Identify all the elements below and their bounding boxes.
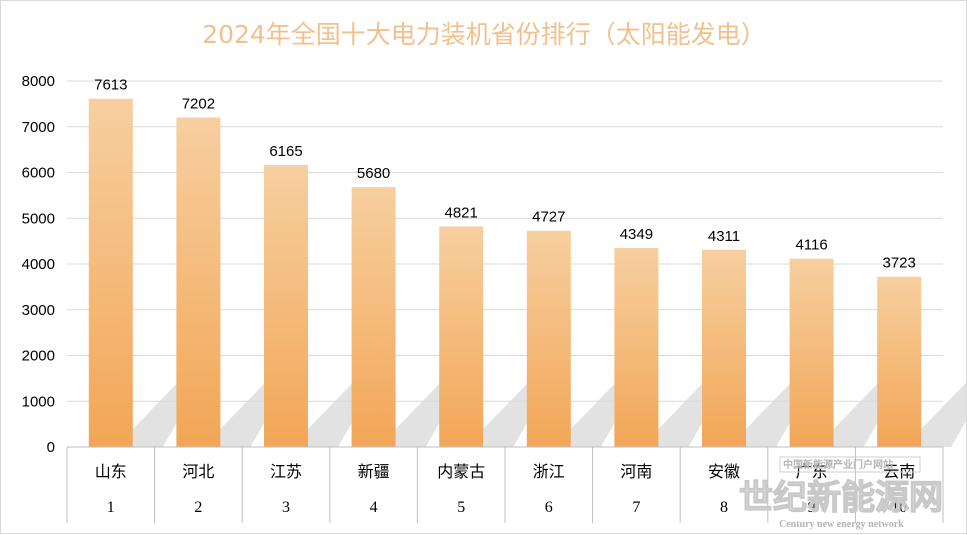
x-rank-label: 10 <box>891 499 907 516</box>
data-label: 5680 <box>357 165 390 182</box>
x-category-label: 江苏 <box>270 462 302 481</box>
data-label: 4349 <box>620 226 653 243</box>
bar <box>526 230 571 447</box>
x-category-label: 山东 <box>95 462 127 481</box>
bar <box>351 187 396 447</box>
y-tick-label: 8000 <box>22 73 55 90</box>
y-tick-label: 2000 <box>22 348 55 365</box>
y-axis: 0 1000 2000 3000 4000 5000 6000 7000 8000 <box>22 73 55 456</box>
chart-title: 2024年全国十大电力装机省份排行（太阳能发电） <box>202 20 766 49</box>
watermark-subtext: Century new energy network <box>779 519 904 530</box>
x-category-label: 安徽 <box>708 462 740 481</box>
x-rank-label: 2 <box>194 499 202 516</box>
bars <box>88 98 922 448</box>
bar <box>176 117 221 448</box>
y-tick-label: 7000 <box>22 119 55 136</box>
y-tick-label: 5000 <box>22 210 55 227</box>
x-rank-label: 8 <box>720 499 728 516</box>
x-category-label: 新疆 <box>358 462 390 481</box>
x-rank-label: 1 <box>107 499 115 516</box>
x-rank-label: 7 <box>632 499 640 516</box>
data-label: 7202 <box>182 96 215 113</box>
data-label: 3723 <box>883 255 916 272</box>
y-tick-label: 6000 <box>22 165 55 182</box>
watermark-title: 世纪新能源网 <box>739 478 943 518</box>
y-tick-label: 3000 <box>22 302 55 319</box>
x-rank-label: 4 <box>370 499 378 516</box>
x-category-label: 浙江 <box>533 462 565 481</box>
data-label: 4116 <box>795 237 827 254</box>
y-tick-label: 1000 <box>22 393 55 410</box>
x-category-label: 河南 <box>620 462 652 481</box>
data-label: 7613 <box>94 77 127 94</box>
data-label: 4311 <box>708 228 740 245</box>
watermark-badge-box <box>779 456 921 473</box>
x-rank-label: 3 <box>282 499 290 516</box>
bar-shadow <box>921 381 967 447</box>
x-category-label: 内蒙古 <box>437 462 485 481</box>
y-tick-label: 0 <box>47 439 55 456</box>
data-label: 4727 <box>532 209 565 226</box>
x-category-label: 河北 <box>182 462 214 481</box>
data-label: 4821 <box>445 204 478 221</box>
bar <box>88 98 133 447</box>
x-rank-label: 9 <box>808 499 816 516</box>
x-rank-label: 6 <box>545 499 553 516</box>
watermark: 中国新能源产业门户网站 世纪新能源网 Century new energy ne… <box>738 456 944 530</box>
x-rank-label: 5 <box>457 499 465 516</box>
bar <box>264 164 308 448</box>
data-labels: 7613 7202 6165 5680 4821 4727 4349 4311 4116 3723 <box>94 77 916 272</box>
bar <box>439 226 484 447</box>
y-tick-label: 4000 <box>22 256 55 273</box>
data-label: 6165 <box>269 143 302 160</box>
bar <box>789 258 834 447</box>
bar <box>614 248 659 447</box>
watermark-badge: 中国新能源产业门户网站 <box>783 458 893 471</box>
bar <box>877 276 922 447</box>
bar <box>702 249 746 447</box>
